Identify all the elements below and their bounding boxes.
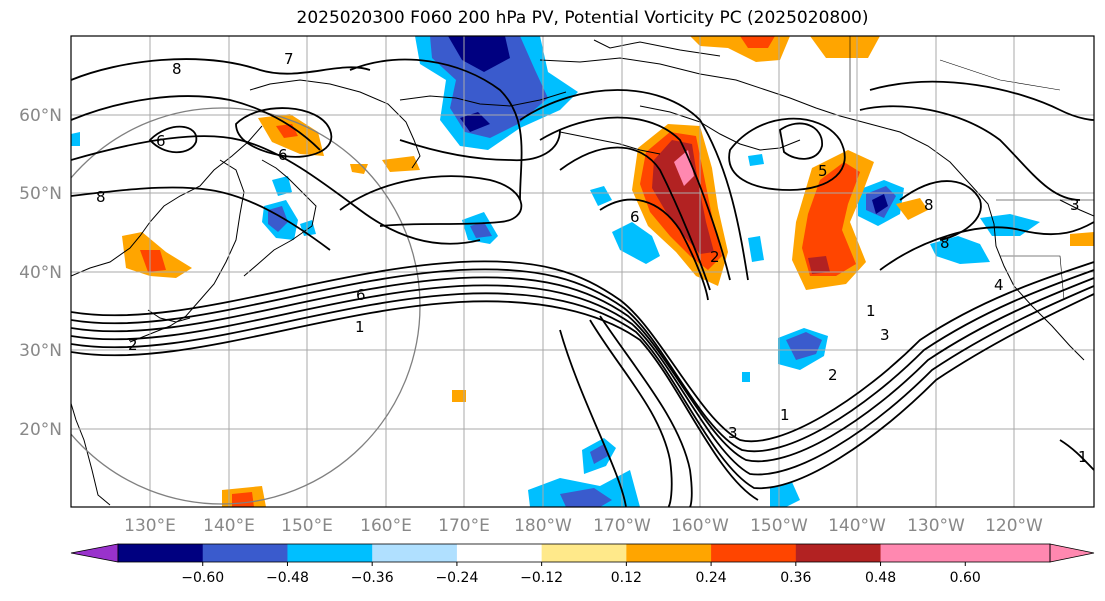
colorbar-tick-label: 0.24 [696, 570, 727, 586]
colorbar-segment [287, 544, 373, 562]
colorbar-tick-label: −0.36 [351, 570, 394, 586]
contour-label: 4 [994, 276, 1004, 294]
lon-label: 150°E [281, 516, 333, 536]
anomaly-blue-aleutian [612, 222, 660, 264]
contour-label: 3 [1070, 196, 1080, 214]
map-title: 2025020300 F060 200 hPa PV, Potential Vo… [296, 8, 869, 28]
lat-label: 20°N [19, 420, 62, 440]
lon-label: 130°W [907, 516, 965, 536]
lon-label: 170°W [593, 516, 651, 536]
lon-label: 170°E [438, 516, 490, 536]
lon-label: 120°W [985, 516, 1043, 536]
colorbar-segment [711, 544, 797, 562]
colorbar-tick-label: −0.24 [435, 570, 478, 586]
contour-label: 6 [630, 208, 640, 226]
colorbar-tick-label: 0.48 [865, 570, 896, 586]
colorbar-segment [202, 544, 288, 562]
lat-label: 50°N [19, 184, 62, 204]
contour-label: 6 [356, 286, 366, 304]
lat-label: 40°N [19, 263, 62, 283]
contour-label: 2 [828, 366, 838, 384]
colorbar-segment [541, 544, 627, 562]
contour-label: 6 [278, 146, 288, 164]
contour-label: 8 [924, 196, 934, 214]
lat-label: 30°N [19, 341, 62, 361]
contour-label: 1 [866, 302, 876, 320]
contour-label: 5 [818, 162, 828, 180]
contour-label: 1 [1078, 448, 1088, 466]
colorbar-tick-label: −0.12 [520, 570, 563, 586]
contour-label: 7 [284, 50, 294, 68]
contour-label: 3 [880, 326, 890, 344]
colorbar-segment [456, 544, 543, 562]
contour-label: 2 [128, 336, 138, 354]
colorbar-extend-min [70, 543, 119, 563]
lon-labels: 130°E 140°E 150°E 160°E 170°E 180°W 170°… [124, 516, 1043, 536]
lon-label: 150°W [750, 516, 808, 536]
colorbar-tick-label: −0.60 [181, 570, 224, 586]
colorbar-segment [372, 544, 458, 562]
contour-label: 3 [728, 424, 738, 442]
contour-label: 6 [156, 132, 166, 150]
lon-label: 160°W [671, 516, 729, 536]
colorbar-tick-label: −0.48 [266, 570, 309, 586]
contour-label: 8 [172, 60, 182, 78]
colorbar-segment [965, 544, 1051, 562]
contour-label: 1 [355, 318, 365, 336]
lon-label: 160°E [360, 516, 412, 536]
colorbar-segment [880, 544, 966, 562]
colorbar-segment [626, 544, 712, 562]
plot-frame [70, 35, 1095, 508]
colorbar-segment [795, 544, 882, 562]
colorbar: −0.60 −0.48 −0.36 −0.24 −0.12 0.12 0.24 0.36 0.4… [70, 543, 1095, 586]
contour-label: 1 [780, 406, 790, 424]
lon-label: 140°W [828, 516, 886, 536]
colorbar-tick-label: 0.12 [611, 570, 642, 586]
colorbar-tick-label: 0.60 [950, 570, 981, 586]
pv-contours [71, 58, 1094, 507]
contour-label: 8 [96, 188, 106, 206]
colorbar-segment [118, 544, 204, 562]
lon-label: 140°E [203, 516, 255, 536]
colorbar-extend-max [1049, 543, 1095, 563]
colorbar-frame [117, 543, 1051, 563]
contour-label: 2 [710, 248, 720, 266]
lon-label: 130°E [124, 516, 176, 536]
lat-label: 60°N [19, 106, 62, 126]
contour-label: 8 [940, 234, 950, 252]
colorbar-tick-label: 0.36 [780, 570, 811, 586]
contour-labels: 8 7 6 8 6 1 2 6 5 8 8 1 2 3 1 2 3 4 1 3 … [96, 50, 1088, 466]
lat-labels: 60°N 50°N 40°N 30°N 20°N [19, 106, 62, 440]
shaded-anomalies [71, 36, 1094, 507]
lon-label: 180°W [514, 516, 572, 536]
